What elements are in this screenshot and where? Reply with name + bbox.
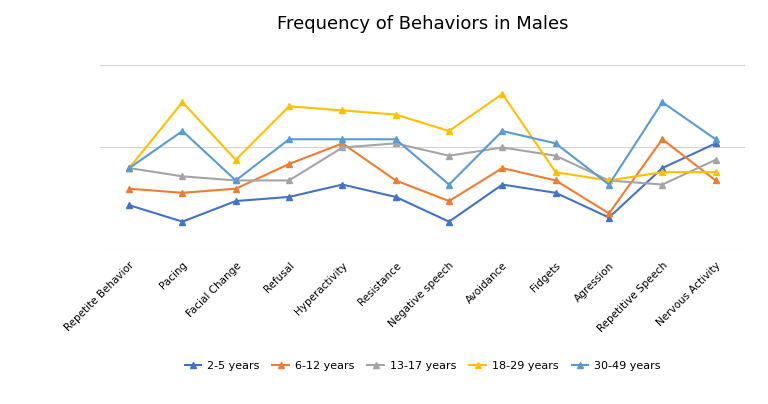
30-49 years bbox=[445, 182, 454, 187]
13-17 years bbox=[178, 174, 187, 179]
Line: 18-29 years: 18-29 years bbox=[126, 90, 719, 184]
30-49 years bbox=[284, 137, 293, 142]
6-12 years bbox=[711, 178, 720, 183]
2-5 years bbox=[178, 219, 187, 224]
30-49 years bbox=[498, 128, 507, 133]
2-5 years bbox=[391, 194, 400, 199]
13-17 years bbox=[284, 178, 293, 183]
18-29 years bbox=[657, 170, 667, 175]
18-29 years bbox=[498, 92, 507, 97]
30-49 years bbox=[711, 137, 720, 142]
2-5 years bbox=[551, 190, 561, 195]
30-49 years bbox=[124, 166, 134, 170]
6-12 years bbox=[498, 166, 507, 170]
Legend: 2-5 years, 6-12 years, 13-17 years, 18-29 years, 30-49 years: 2-5 years, 6-12 years, 13-17 years, 18-2… bbox=[180, 357, 664, 376]
2-5 years bbox=[657, 166, 667, 170]
Line: 30-49 years: 30-49 years bbox=[126, 99, 719, 188]
18-29 years bbox=[178, 100, 187, 105]
Line: 6-12 years: 6-12 years bbox=[126, 136, 719, 217]
2-5 years bbox=[231, 199, 240, 204]
30-49 years bbox=[338, 137, 347, 142]
30-49 years bbox=[657, 100, 667, 105]
Line: 2-5 years: 2-5 years bbox=[126, 140, 719, 225]
6-12 years bbox=[551, 178, 561, 183]
13-17 years bbox=[391, 141, 400, 146]
6-12 years bbox=[231, 186, 240, 191]
6-12 years bbox=[338, 141, 347, 146]
30-49 years bbox=[604, 182, 614, 187]
13-17 years bbox=[551, 153, 561, 158]
6-12 years bbox=[178, 190, 187, 195]
30-49 years bbox=[391, 137, 400, 142]
13-17 years bbox=[604, 178, 614, 183]
13-17 years bbox=[124, 166, 134, 170]
2-5 years bbox=[338, 182, 347, 187]
6-12 years bbox=[124, 186, 134, 191]
30-49 years bbox=[551, 141, 561, 146]
6-12 years bbox=[391, 178, 400, 183]
13-17 years bbox=[657, 182, 667, 187]
13-17 years bbox=[498, 145, 507, 150]
30-49 years bbox=[231, 178, 240, 183]
18-29 years bbox=[284, 104, 293, 109]
2-5 years bbox=[604, 215, 614, 220]
Title: Frequency of Behaviors in Males: Frequency of Behaviors in Males bbox=[276, 15, 568, 33]
2-5 years bbox=[445, 219, 454, 224]
13-17 years bbox=[338, 145, 347, 150]
6-12 years bbox=[604, 211, 614, 216]
18-29 years bbox=[551, 170, 561, 175]
18-29 years bbox=[604, 178, 614, 183]
Line: 13-17 years: 13-17 years bbox=[126, 140, 719, 188]
2-5 years bbox=[284, 194, 293, 199]
6-12 years bbox=[657, 137, 667, 142]
30-49 years bbox=[178, 128, 187, 133]
13-17 years bbox=[231, 178, 240, 183]
6-12 years bbox=[284, 162, 293, 166]
6-12 years bbox=[445, 199, 454, 204]
2-5 years bbox=[711, 141, 720, 146]
18-29 years bbox=[124, 166, 134, 170]
18-29 years bbox=[711, 170, 720, 175]
13-17 years bbox=[711, 158, 720, 162]
18-29 years bbox=[231, 158, 240, 162]
2-5 years bbox=[498, 182, 507, 187]
2-5 years bbox=[124, 203, 134, 208]
18-29 years bbox=[391, 112, 400, 117]
13-17 years bbox=[445, 153, 454, 158]
18-29 years bbox=[445, 128, 454, 133]
18-29 years bbox=[338, 108, 347, 113]
